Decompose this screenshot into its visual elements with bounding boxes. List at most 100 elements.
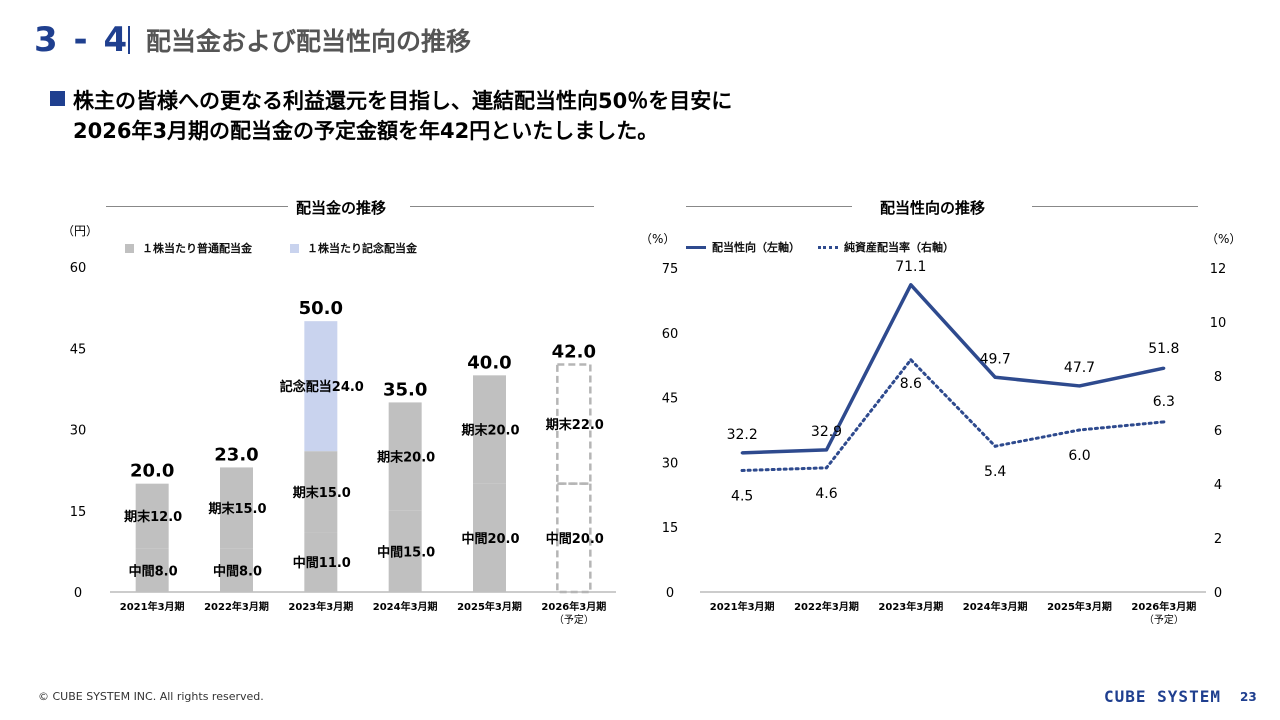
x-tick-label: 2023年3月期 [878,600,943,613]
legend-payout-ratio: 配当性向（左軸） [686,239,800,255]
payout-ratio-line [742,283,1165,455]
y-tick-label: 45 [70,342,87,357]
doe-point [1078,428,1081,432]
square-bullet-icon [50,91,65,106]
right-y-tick-label: 2 [1214,532,1222,547]
dividend-unit-label: （円） [62,224,99,238]
bar-total-label: 40.0 [467,352,511,373]
headline-line-2: 2026年3月期の配当金の予定金額を年42円といたしました。 [73,119,659,143]
legend-label-commemorative: １株当たり記念配当金 [307,242,417,255]
x-tick-label: 2022年3月期 [204,600,269,613]
doe-label: 8.6 [900,376,922,392]
segment-label: 期末12.0 [124,509,182,525]
legend-regular-dividend: １株当たり普通配当金 [125,240,252,256]
legend-commemorative-dividend: １株当たり記念配当金 [290,240,417,256]
right-y-tick-label: 8 [1214,370,1222,385]
bar-total-label: 42.0 [552,342,596,363]
legend-label-payout: 配当性向（左軸） [712,241,800,254]
segment-label: 中間15.0 [377,544,435,560]
payout-ratio-label: 51.8 [1148,341,1179,357]
payout-ratio-point [825,448,828,452]
x-tick-label: 2026年3月期 [541,600,606,613]
payout-left-unit: （%） [640,232,676,246]
y-tick-label: 30 [70,424,87,439]
payout-ratio-point [909,283,913,287]
payout-ratio-label: 49.7 [980,351,1011,367]
segment-label: 期末15.0 [293,485,351,501]
payout-ratio-point [993,375,997,379]
legend-doe: 純資産配当率（右軸） [818,239,954,255]
payout-ratio-label: 32.2 [727,427,758,443]
bar-segment [220,548,253,592]
left-y-tick-label: 0 [666,586,674,601]
x-tick-label: 2023年3月期 [288,600,353,613]
doe-point [825,466,828,470]
x-tick-label: 2024年3月期 [963,600,1028,613]
legend-dotted-line-icon [818,245,838,249]
legend-swatch-commemorative [290,243,299,253]
bar-segment [135,548,169,592]
legend-solid-line-icon [686,245,706,249]
x-tick-note: （予定） [554,613,594,626]
payout-chart-title: 配当性向の推移 [880,199,986,217]
headline: 株主の皆様への更なる利益還元を目指し、連結配当性向50％を目安に 2026年3月… [50,86,732,146]
bar-segment [388,402,422,511]
doe-point [993,444,997,448]
right-y-tick-label: 12 [1210,262,1227,277]
bar-segment [473,483,506,592]
right-y-tick-label: 6 [1214,424,1222,439]
x-tick-label: 2026年3月期 [1131,600,1196,613]
right-y-tick-label: 10 [1210,316,1227,331]
segment-label: 中間20.0 [546,531,604,547]
bar-segment [473,375,506,484]
doe-label: 4.5 [731,489,753,505]
company-logo: CUBE SYSTEM [1104,687,1221,706]
left-y-tick-label: 30 [662,456,679,471]
x-tick-label: 2022年3月期 [794,600,859,613]
doe-label: 6.0 [1068,448,1090,464]
doe-point [740,469,744,472]
left-y-tick-label: 75 [662,262,679,277]
chart-title-rule-right-2 [1032,206,1198,207]
doe-label: 6.3 [1153,394,1175,410]
x-tick-label: 2021年3月期 [120,600,185,613]
segment-label: 期末20.0 [377,450,435,466]
payout-ratio-point [1078,384,1081,388]
x-tick-note: （予定） [1144,613,1184,626]
x-tick-label: 2025年3月期 [457,600,522,613]
bar-segment [135,483,169,549]
segment-label: 中間8.0 [129,563,178,579]
title-divider [128,26,130,54]
payout-right-unit: （%） [1206,232,1242,246]
doe-point [1162,420,1166,424]
segment-label: 中間11.0 [293,555,351,571]
x-tick-label: 2024年3月期 [373,600,438,613]
doe-label: 5.4 [984,464,1006,480]
headline-line-1: 株主の皆様への更なる利益還元を目指し、連結配当性向50％を目安に [73,89,733,113]
y-tick-label: 0 [74,586,82,601]
left-y-tick-label: 45 [662,392,679,407]
page-title: 配当金および配当性向の推移 [146,27,472,56]
bar-total-label: 50.0 [299,298,343,319]
dividend-chart-title: 配当金の推移 [296,199,387,217]
y-tick-label: 15 [70,505,87,520]
bar-segment [220,467,253,549]
payout-ratio-point [740,451,744,455]
page-number: 23 [1240,690,1257,704]
doe-point [909,358,913,362]
y-tick-label: 60 [70,261,87,276]
segment-label: 中間8.0 [213,563,262,579]
section-number: 3 - 4 [34,20,130,60]
chart-title-rule-left [106,206,288,207]
bar-segment [388,510,422,592]
bar-segment [304,451,338,533]
doe-label: 4.6 [815,486,837,502]
segment-label: 期末22.0 [546,417,604,433]
chart-title-rule-left-2 [686,206,852,207]
bar-total-label: 20.0 [130,461,174,482]
bar-segment [304,321,338,452]
left-y-tick-label: 60 [662,327,679,342]
dividend-bar-chart: 015304560中間8.0期末12.020.02021年3月期中間8.0期末1… [70,261,616,626]
bar-total-label: 23.0 [214,444,258,465]
segment-label: 記念配当24.0 [280,379,364,395]
